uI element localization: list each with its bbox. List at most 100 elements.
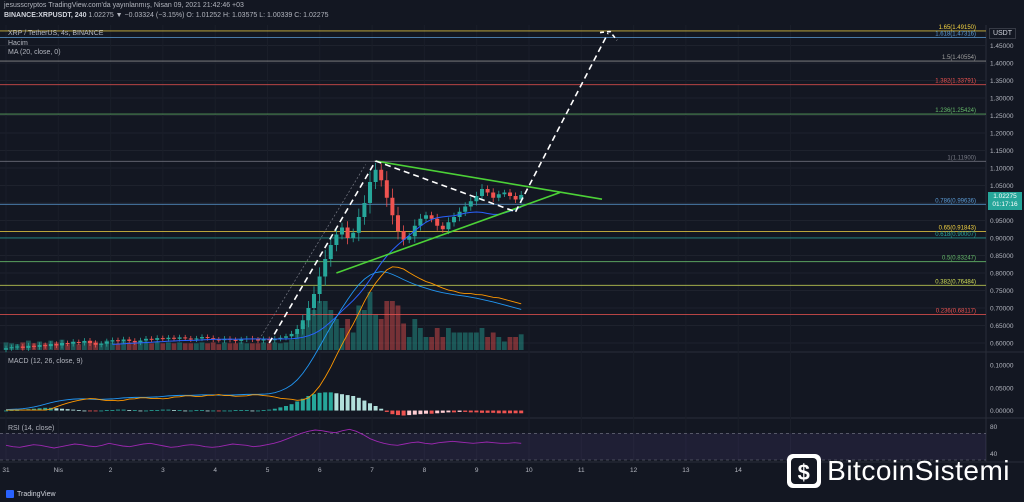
price-tick-label: 0.60000: [990, 341, 1014, 348]
macd-hist-bar: [183, 410, 188, 412]
fib-label: 1.618(1.47316): [935, 31, 976, 37]
macd-hist-bar: [513, 410, 518, 414]
macd-hist-bar: [407, 410, 412, 416]
macd-hist-bar: [502, 410, 507, 414]
macd-hist-bar: [519, 410, 524, 414]
candle-body: [284, 336, 288, 338]
volume-bar: [401, 323, 406, 350]
tradingview-text: TradingView: [17, 490, 56, 498]
candle-body: [20, 346, 25, 348]
macd-hist-bar: [54, 408, 59, 411]
macd-hist-bar: [4, 410, 8, 412]
candle-body: [440, 225, 445, 230]
macd-hist-bar: [261, 410, 266, 411]
candle-body: [93, 343, 98, 345]
volume-bar: [451, 332, 457, 350]
volume-bar: [457, 332, 462, 350]
tradingview-logo[interactable]: TradingView: [6, 490, 56, 498]
ma-line: [112, 206, 522, 345]
price-tick-label: 0.95000: [990, 218, 1014, 225]
site-name: BitcoinSistemi: [827, 455, 1010, 486]
macd-hist-bar: [429, 410, 434, 414]
macd-hist-bar: [340, 394, 344, 411]
volume-bar: [199, 342, 205, 350]
volume-bar: [278, 343, 283, 350]
pair-name: XRP / TetherUS, 4s, BINANCE: [8, 30, 104, 37]
macd-hist-bar: [116, 409, 120, 411]
volume-bar: [395, 305, 401, 350]
fib-label: 0.236(0.68117): [936, 309, 976, 315]
macd-hist-bar: [306, 396, 311, 411]
price-tick-label: 1.25000: [990, 113, 1014, 120]
volume-bar: [412, 319, 418, 350]
price-tick-label: 1.15000: [990, 148, 1014, 155]
fib-label: 0.786(0.99636): [935, 198, 976, 204]
candle-body: [463, 206, 468, 212]
macd-hist-bar: [435, 410, 440, 414]
macd-hist-bar: [418, 410, 423, 415]
tradingview-icon: [6, 490, 14, 498]
price-tick-label: 1.40000: [990, 61, 1014, 68]
candle-body: [43, 345, 48, 347]
macd-hist-bar: [37, 408, 42, 411]
candle-body: [480, 189, 484, 196]
candle-body: [396, 215, 400, 231]
macd-hist-bar: [323, 392, 328, 411]
axis-unit[interactable]: USDT: [988, 28, 1016, 39]
volume-bar: [294, 333, 300, 350]
bitcoin-icon: $: [787, 454, 822, 488]
candle-body: [362, 203, 367, 217]
macd-hist-bar: [127, 410, 132, 411]
svg-text:$: $: [798, 460, 811, 485]
last-price: 1.02275: [993, 193, 1017, 200]
macd-hist-bar: [65, 409, 70, 411]
macd-hist-bar: [468, 410, 473, 413]
volume-bar: [485, 337, 490, 350]
projection-arrowhead: [599, 30, 618, 41]
macd-hist-bar: [250, 410, 255, 412]
macd-hist-bar: [508, 410, 512, 414]
candle-body: [446, 222, 451, 230]
macd-hist-bar: [289, 404, 294, 411]
volume-bar: [149, 343, 154, 350]
candle-body: [424, 215, 428, 219]
candle-body: [373, 169, 378, 182]
macd-hist-bar: [485, 410, 490, 413]
moving-average: [112, 206, 522, 345]
volume-bar: [154, 341, 160, 350]
last-price-badge: 1.02275 01:17:16: [988, 192, 1022, 210]
candle-body: [485, 189, 490, 193]
time-tick-label: 13: [682, 467, 690, 474]
volume-bar: [311, 310, 317, 350]
volume-bar: [261, 342, 266, 350]
ma-label: MA (20, close, 0): [8, 49, 61, 56]
candle-body: [496, 194, 501, 198]
candle-body: [474, 196, 479, 202]
macd-label: MACD (12, 26, close, 9): [8, 358, 83, 365]
volume-bar: [138, 341, 143, 350]
macd-hist-bar: [144, 410, 148, 412]
time-tick-label: 11: [578, 467, 585, 474]
volume-bar: [65, 344, 70, 350]
volume-bar: [356, 305, 362, 350]
candle-body: [121, 339, 126, 342]
time-tick-label: 5: [266, 467, 270, 474]
candle-body: [328, 245, 333, 259]
macd-hist-bar: [345, 395, 350, 411]
volume-bar: [406, 337, 412, 350]
rsi-tick-label: 40: [990, 451, 998, 458]
candle-body: [513, 196, 518, 200]
macd-hist-bar: [412, 410, 417, 415]
macd-hist-bar: [463, 410, 468, 412]
volume-bar: [126, 342, 132, 350]
candle-body: [149, 338, 154, 340]
volume-bar: [479, 328, 485, 350]
candle-body: [306, 308, 311, 321]
candle-body: [256, 339, 260, 341]
macd-hist-bar: [138, 410, 143, 412]
macd-hist-bar: [132, 410, 137, 411]
candle-body: [491, 192, 496, 198]
fib-label: 1.236(1.25424): [935, 108, 976, 114]
time-tick-label: 31: [2, 467, 10, 474]
